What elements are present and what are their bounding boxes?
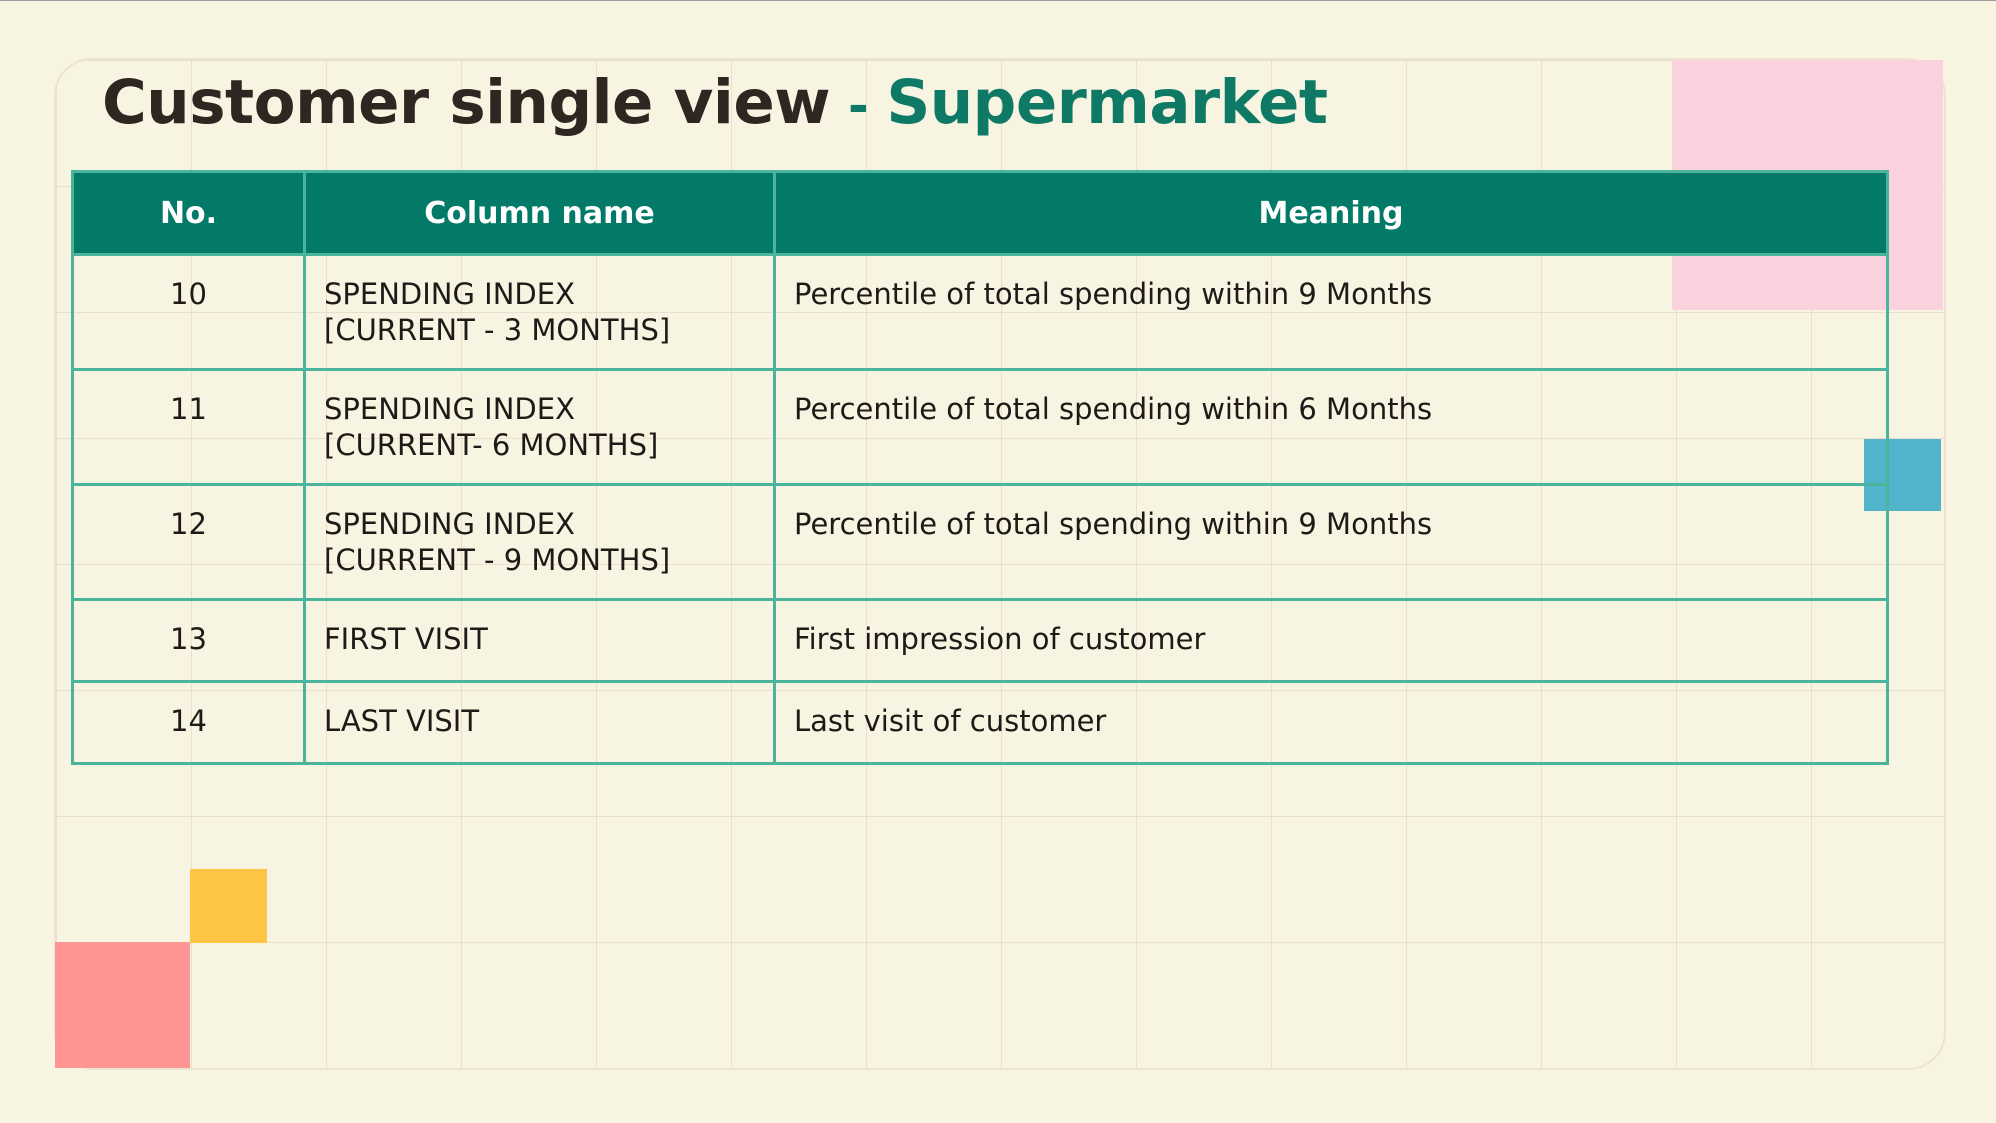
page-title: Customer single view - Supermarket <box>102 58 1328 148</box>
title-separator: - <box>848 77 869 135</box>
column-definitions-table: No. Column name Meaning 10 SPENDING INDE… <box>71 170 1889 765</box>
top-rule <box>0 0 1996 1</box>
row-column-name: SPENDING INDEX [CURRENT - 9 MONTHS] <box>303 483 776 601</box>
title-accent: Supermarket <box>886 67 1328 138</box>
header-no: No. <box>71 170 306 256</box>
header-meaning: Meaning <box>773 170 1889 256</box>
row-meaning: First impression of customer <box>773 598 1889 683</box>
row-column-name: FIRST VISIT <box>303 598 776 683</box>
yellow-decor-square <box>190 869 267 943</box>
row-column-name: SPENDING INDEX [CURRENT- 6 MONTHS] <box>303 368 776 486</box>
row-meaning: Percentile of total spending within 9 Mo… <box>773 483 1889 601</box>
row-meaning: Last visit of customer <box>773 680 1889 765</box>
row-number: 11 <box>71 368 306 486</box>
red-decor-square <box>55 942 190 1068</box>
header-column-name: Column name <box>303 170 776 256</box>
table-row: 11 SPENDING INDEX [CURRENT- 6 MONTHS] Pe… <box>71 368 1889 486</box>
row-number: 10 <box>71 253 306 371</box>
row-number: 14 <box>71 680 306 765</box>
row-column-name: LAST VISIT <box>303 680 776 765</box>
row-meaning: Percentile of total spending within 6 Mo… <box>773 368 1889 486</box>
row-column-name: SPENDING INDEX [CURRENT - 3 MONTHS] <box>303 253 776 371</box>
table-row: 13 FIRST VISIT First impression of custo… <box>71 598 1889 683</box>
table-row: 12 SPENDING INDEX [CURRENT - 9 MONTHS] P… <box>71 483 1889 601</box>
title-main: Customer single view <box>102 67 831 138</box>
row-number: 12 <box>71 483 306 601</box>
table-row: 10 SPENDING INDEX [CURRENT - 3 MONTHS] P… <box>71 253 1889 371</box>
row-number: 13 <box>71 598 306 683</box>
table-row: 14 LAST VISIT Last visit of customer <box>71 680 1889 765</box>
row-meaning: Percentile of total spending within 9 Mo… <box>773 253 1889 371</box>
table-header-row: No. Column name Meaning <box>71 170 1889 256</box>
